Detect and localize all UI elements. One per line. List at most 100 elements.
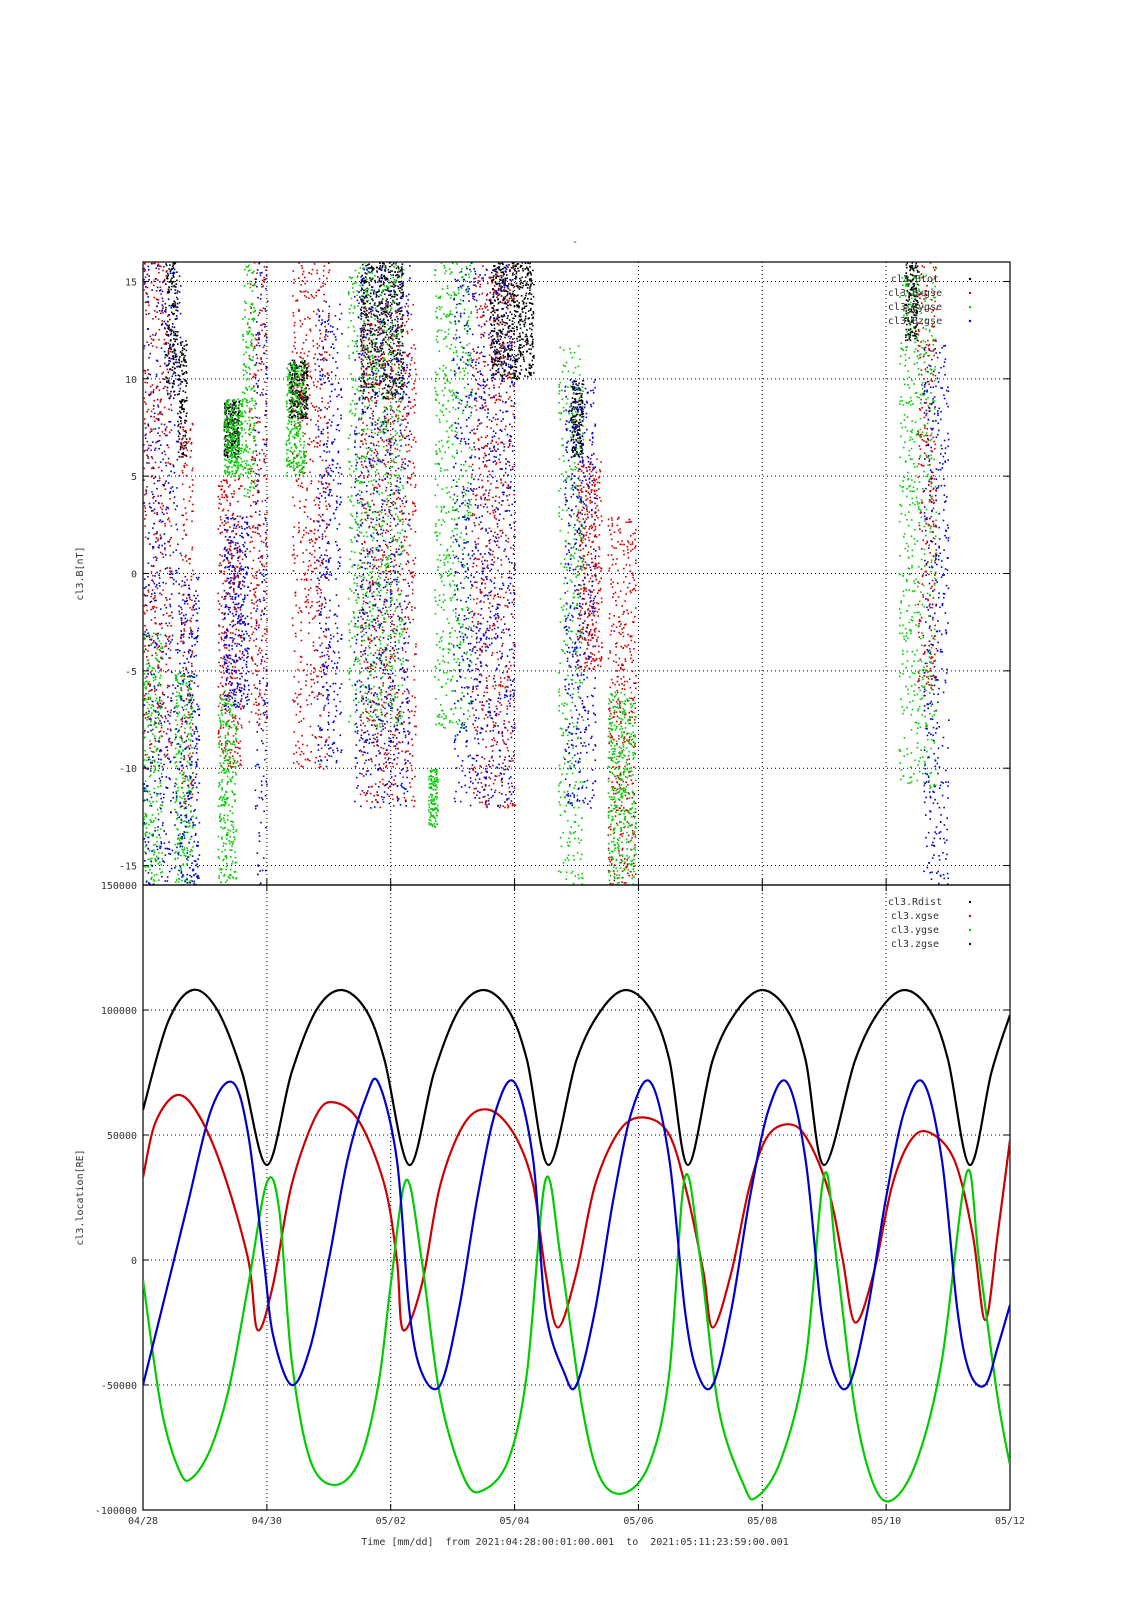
data-point xyxy=(518,350,520,352)
data-point xyxy=(248,496,250,498)
data-point xyxy=(366,717,368,719)
data-point xyxy=(294,557,296,560)
data-point xyxy=(365,372,368,375)
data-point xyxy=(370,330,372,333)
data-point xyxy=(529,352,531,355)
data-point xyxy=(378,458,380,461)
data-point xyxy=(515,366,518,369)
data-point xyxy=(384,269,387,272)
data-point xyxy=(389,351,391,353)
data-point xyxy=(328,493,330,495)
data-point xyxy=(304,394,306,397)
data-point xyxy=(159,381,162,383)
data-point xyxy=(519,335,521,337)
data-point xyxy=(507,325,510,328)
data-point xyxy=(312,345,315,347)
data-point xyxy=(232,411,235,413)
data-point xyxy=(292,762,295,764)
data-point xyxy=(290,388,293,390)
data-point xyxy=(322,665,324,668)
data-point xyxy=(315,291,318,294)
data-point xyxy=(365,374,368,376)
data-point xyxy=(251,515,253,518)
data-point xyxy=(410,571,412,574)
data-point xyxy=(255,601,258,603)
data-point xyxy=(162,589,164,592)
data-point xyxy=(325,673,328,675)
data-point xyxy=(227,696,230,699)
data-point xyxy=(528,272,530,275)
data-point xyxy=(360,358,363,361)
data-point xyxy=(380,358,383,360)
data-point xyxy=(160,551,162,554)
data-point xyxy=(162,703,164,705)
data-point xyxy=(303,364,306,367)
data-point xyxy=(144,612,146,615)
data-point xyxy=(360,279,363,281)
data-point xyxy=(386,430,389,432)
data-point xyxy=(146,675,148,678)
data-point xyxy=(257,342,260,344)
data-point xyxy=(188,486,191,488)
data-point xyxy=(387,313,390,315)
data-point xyxy=(174,349,177,352)
data-point xyxy=(518,357,520,360)
data-point xyxy=(498,266,501,268)
data-point xyxy=(299,710,301,713)
data-point xyxy=(362,301,365,304)
data-point xyxy=(303,399,305,401)
data-point xyxy=(521,276,523,279)
data-point xyxy=(410,433,413,435)
data-point xyxy=(578,456,581,458)
data-point xyxy=(293,282,295,284)
data-point xyxy=(400,589,403,592)
y-tick-label: -5 xyxy=(125,667,137,678)
data-point xyxy=(366,453,368,455)
data-point xyxy=(915,325,917,328)
data-point xyxy=(915,262,917,265)
data-point xyxy=(577,401,579,403)
data-point xyxy=(172,262,175,265)
data-point xyxy=(571,407,574,410)
data-point xyxy=(224,407,226,409)
data-point xyxy=(292,624,294,627)
data-point xyxy=(234,440,237,442)
data-point xyxy=(253,607,255,610)
data-point xyxy=(312,460,314,463)
data-point xyxy=(181,538,184,540)
data-point xyxy=(234,603,236,606)
data-point xyxy=(361,433,364,435)
data-point xyxy=(579,400,582,402)
data-point xyxy=(186,382,188,384)
data-point xyxy=(191,422,194,425)
data-point xyxy=(225,522,227,525)
data-point xyxy=(519,365,522,367)
data-point xyxy=(514,277,517,279)
data-point xyxy=(392,733,394,736)
data-point xyxy=(180,412,182,414)
data-point xyxy=(155,606,158,609)
data-point xyxy=(241,653,244,655)
data-point xyxy=(258,718,261,720)
data-point xyxy=(387,385,389,388)
data-point xyxy=(497,298,499,300)
data-point xyxy=(383,603,385,606)
data-point xyxy=(315,423,317,426)
data-point xyxy=(180,675,182,678)
data-point xyxy=(165,461,167,464)
data-point xyxy=(296,480,298,483)
data-point xyxy=(512,262,515,264)
data-point xyxy=(249,409,251,412)
data-point xyxy=(226,539,229,541)
data-point xyxy=(318,766,320,769)
data-point xyxy=(225,723,227,725)
data-point xyxy=(415,725,417,728)
data-point xyxy=(188,649,190,651)
data-point xyxy=(182,773,185,776)
data-point xyxy=(511,262,514,264)
data-point xyxy=(185,441,188,443)
data-point xyxy=(226,676,229,679)
data-point xyxy=(413,805,415,808)
data-point xyxy=(306,413,308,415)
data-point xyxy=(915,304,917,306)
